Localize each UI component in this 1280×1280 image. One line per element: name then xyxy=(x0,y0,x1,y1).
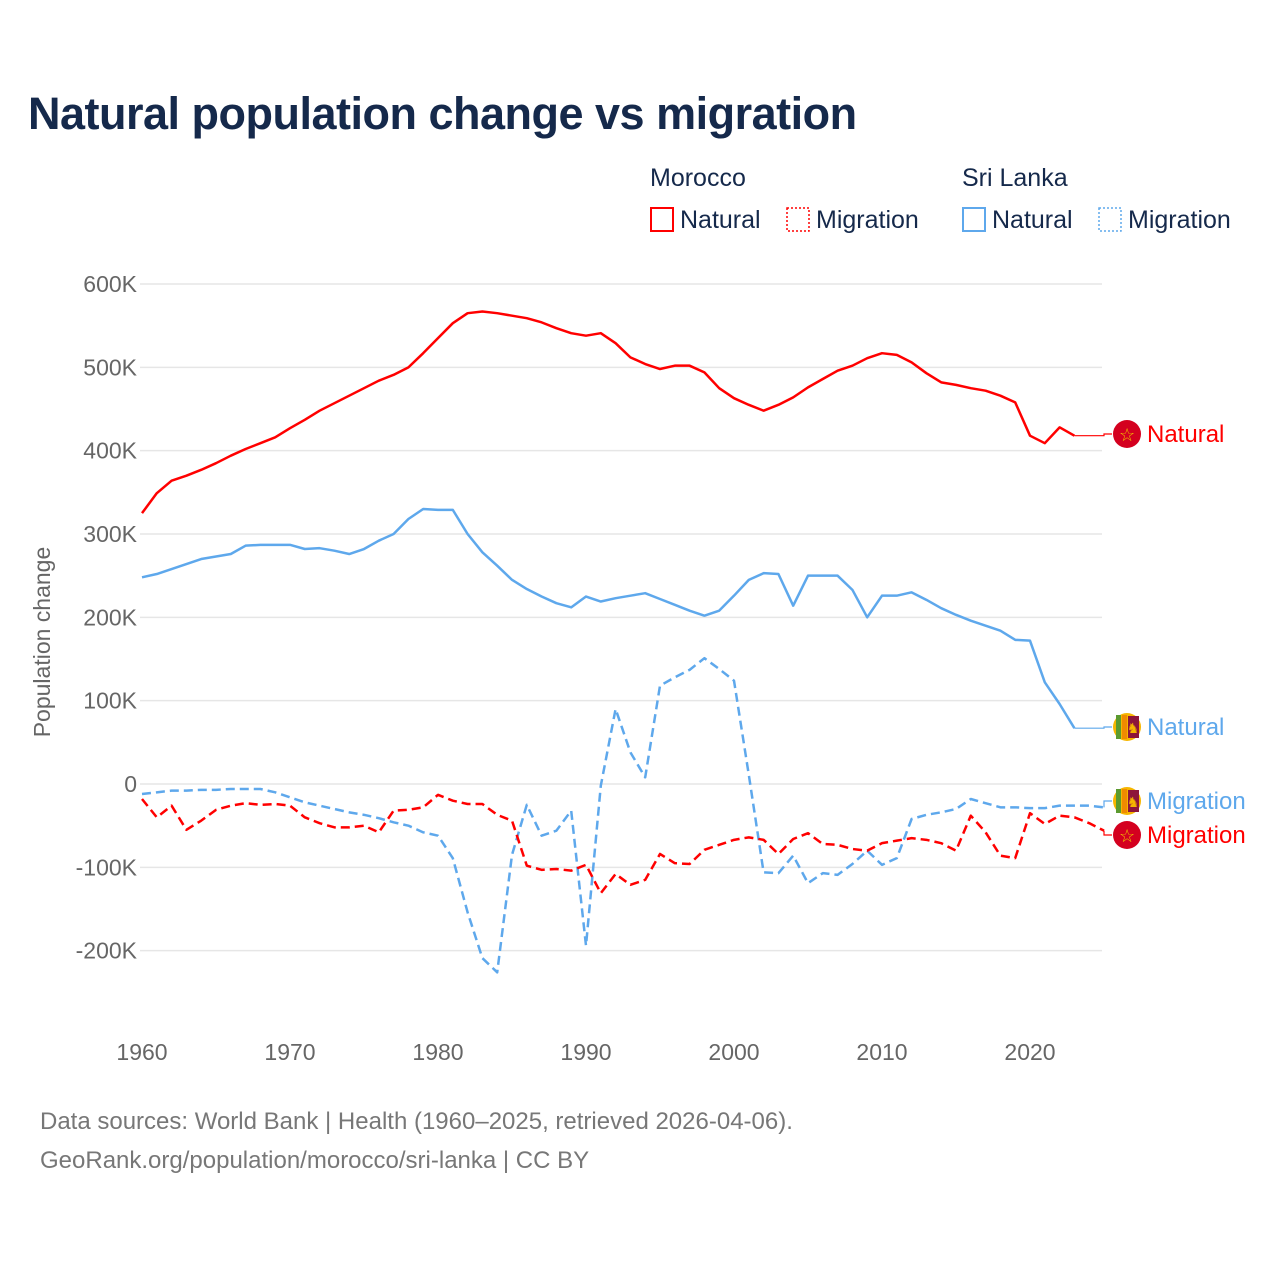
y-tick-label: -100K xyxy=(76,854,138,880)
x-tick-label: 2010 xyxy=(856,1039,907,1065)
flag-maroon xyxy=(1128,716,1139,738)
end-label: Migration xyxy=(1147,822,1246,849)
legend-natural-swatch xyxy=(962,207,986,232)
y-tick-label: 500K xyxy=(83,354,137,380)
y-tick-label: 400K xyxy=(83,438,137,464)
legend-group-title: Sri Lanka xyxy=(962,164,1068,192)
end-label: Migration xyxy=(1147,788,1246,815)
chart-title: Natural population change vs migration xyxy=(28,88,857,139)
label-connector xyxy=(1074,726,1112,729)
legend-migration-label: Migration xyxy=(816,206,919,234)
label-connector xyxy=(1074,433,1112,437)
flag-green xyxy=(1116,715,1121,739)
footer-sources: Data sources: World Bank | Health (1960–… xyxy=(40,1108,793,1135)
flag-star: ☆ xyxy=(1119,425,1135,445)
flag-bg xyxy=(1113,420,1141,448)
flag-star: ☆ xyxy=(1119,826,1135,846)
y-tick-label: 0 xyxy=(124,771,137,797)
y-tick-label: 100K xyxy=(83,688,137,714)
sri-lanka-flag-icon: ♞ xyxy=(1113,713,1141,741)
flag-orange xyxy=(1122,715,1127,739)
footer-link[interactable]: GeoRank.org/population/morocco/sri-lanka… xyxy=(40,1147,590,1174)
y-tick-label: -200K xyxy=(76,938,138,964)
end-label: Natural xyxy=(1147,421,1224,448)
x-tick-label: 2000 xyxy=(708,1039,759,1065)
legend-migration-label: Migration xyxy=(1128,206,1231,234)
x-tick-label: 1970 xyxy=(264,1039,315,1065)
flag-lion: ♞ xyxy=(1127,720,1140,736)
y-axis-title: Population change xyxy=(29,547,55,738)
legend-natural-swatch xyxy=(650,207,674,232)
end-label: Natural xyxy=(1147,714,1224,741)
legend-natural-label: Natural xyxy=(992,206,1073,234)
legend-migration-swatch xyxy=(1098,207,1122,232)
flag-maroon xyxy=(1128,790,1139,812)
flag-orange xyxy=(1122,789,1127,813)
label-connector xyxy=(1103,800,1112,808)
x-tick-label: 1990 xyxy=(560,1039,611,1065)
x-tick-label: 1960 xyxy=(116,1039,167,1065)
x-tick-label: 2020 xyxy=(1004,1039,1055,1065)
y-tick-label: 300K xyxy=(83,521,137,547)
legend-migration-swatch xyxy=(786,207,810,232)
legend-natural-label: Natural xyxy=(680,206,761,234)
series-line-sri-lanka-natural xyxy=(141,507,1076,729)
series-line-morocco-natural xyxy=(140,310,1076,514)
morocco-flag-icon: ☆ xyxy=(1113,420,1141,448)
x-tick-label: 1980 xyxy=(412,1039,463,1065)
flag-green xyxy=(1116,789,1121,813)
morocco-flag-icon: ☆ xyxy=(1113,821,1141,849)
series-line-sri-lanka-migration xyxy=(141,656,1105,974)
flag-lion: ♞ xyxy=(1127,794,1140,810)
y-tick-label: 200K xyxy=(83,604,137,630)
series-line-morocco-migration xyxy=(141,793,1105,895)
legend-group-title: Morocco xyxy=(650,164,746,192)
flag-bg xyxy=(1113,821,1141,849)
sri-lanka-flag-icon: ♞ xyxy=(1113,787,1141,815)
label-connector xyxy=(1103,830,1112,836)
y-tick-label: 600K xyxy=(83,271,137,297)
